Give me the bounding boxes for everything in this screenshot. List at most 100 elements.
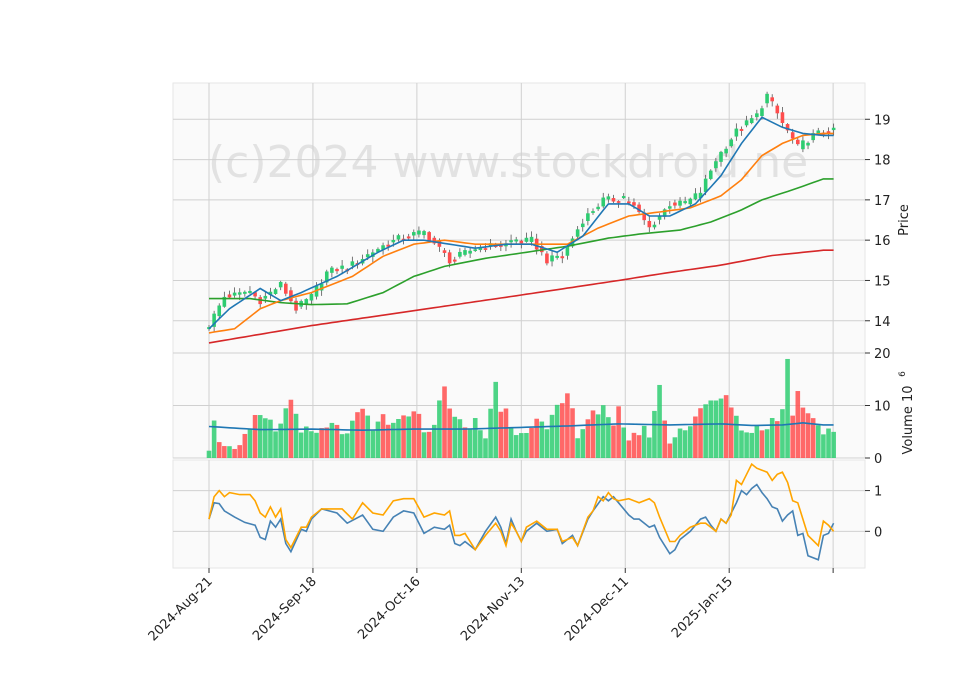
candle-body — [575, 229, 580, 237]
volume-bar — [595, 414, 601, 458]
candle — [693, 188, 698, 201]
candle-body — [683, 201, 687, 204]
volume-bar — [616, 406, 621, 458]
volume-bar — [298, 432, 304, 458]
volume-bar — [600, 405, 606, 458]
volume-bar — [759, 430, 765, 458]
candle — [458, 248, 462, 259]
volume-bar — [790, 415, 795, 458]
volume-bar — [815, 425, 821, 458]
candle — [662, 208, 667, 220]
volume-y-tick-label: 0 — [874, 452, 882, 467]
candle-body — [703, 178, 708, 192]
candle-body — [422, 231, 426, 236]
volume-bar — [754, 425, 760, 458]
candle — [637, 202, 641, 214]
volume-bar — [283, 408, 289, 458]
price-y-tick-label: 14 — [874, 315, 891, 330]
volume-bar — [319, 428, 324, 458]
candle — [586, 208, 590, 226]
volume-bar — [442, 386, 447, 458]
volume-bar — [227, 446, 232, 458]
x-tick-label: 2024-Oct-16 — [355, 574, 423, 642]
candle — [524, 232, 529, 243]
candle — [499, 241, 503, 252]
volume-bar — [693, 416, 698, 458]
candle-body — [376, 248, 380, 252]
candle-body — [330, 267, 334, 273]
volume-bar — [375, 421, 381, 458]
candle — [765, 91, 769, 108]
candle-body — [734, 128, 739, 137]
volume-bar — [237, 445, 243, 458]
candle-body — [662, 209, 667, 217]
candle — [222, 291, 227, 308]
candle — [790, 128, 795, 144]
volume-bar — [426, 431, 432, 458]
candle-body — [555, 255, 559, 258]
volume-bar — [682, 430, 688, 458]
candle — [755, 109, 759, 121]
volume-bar — [544, 429, 550, 458]
volume-bar — [503, 408, 509, 458]
volume-bar — [273, 431, 278, 458]
price-panel-bg — [172, 82, 866, 354]
volume-bar — [513, 435, 519, 458]
candle — [273, 287, 278, 295]
candle — [335, 267, 339, 275]
candle-body — [796, 139, 800, 145]
candle — [550, 250, 554, 267]
candle-body — [365, 254, 370, 258]
candle-body — [478, 247, 483, 251]
candle — [780, 106, 785, 128]
price-y-tick-label: 15 — [874, 274, 891, 289]
volume-bar — [406, 416, 411, 458]
volume-bar — [309, 431, 314, 458]
candle — [591, 208, 595, 215]
volume-ma-line — [208, 421, 834, 432]
candle-body — [437, 241, 442, 247]
candle-body — [483, 248, 488, 250]
volume-y-tick-label: 20 — [874, 347, 891, 362]
candle — [442, 248, 447, 258]
candle-body — [452, 259, 457, 262]
volume-bar — [524, 433, 529, 458]
candle — [621, 193, 626, 199]
volume-bar — [360, 408, 365, 458]
candle-body — [729, 139, 734, 147]
oscillator-line-b — [208, 462, 835, 552]
candle — [514, 236, 518, 245]
candle-body — [468, 250, 472, 254]
volume-bar — [795, 391, 801, 458]
x-tick-label: 2024-Sep-18 — [250, 574, 320, 644]
x-tick-label: 2024-Dec-11 — [562, 574, 632, 644]
candle-body — [719, 151, 723, 162]
candle-body — [693, 193, 698, 200]
volume-axis-exponent: 6 — [898, 371, 908, 377]
osc-panel-bg — [172, 459, 866, 569]
candle-body — [749, 118, 754, 124]
volume-bar — [421, 432, 427, 458]
price-axis-label: Price — [897, 204, 912, 236]
candle-body — [816, 130, 821, 134]
candle-body — [724, 148, 728, 154]
candle — [212, 310, 216, 332]
candle — [324, 269, 329, 286]
volume-axis-label: Volume 10 — [901, 385, 916, 454]
volume-bar — [775, 421, 780, 458]
candle-body — [412, 232, 416, 236]
candle-body — [304, 299, 309, 305]
volume-bar — [519, 433, 524, 458]
volume-bar — [590, 410, 596, 458]
volume-bar — [380, 414, 386, 458]
volume-bar — [713, 400, 719, 458]
candle — [243, 290, 247, 297]
candle-body — [473, 249, 478, 251]
candle-body — [550, 255, 554, 262]
candle-body — [826, 131, 831, 134]
volume-bar — [672, 437, 678, 458]
candle — [673, 199, 677, 209]
candle — [596, 203, 600, 212]
ma-slow-line — [209, 178, 834, 306]
candle — [811, 129, 815, 143]
